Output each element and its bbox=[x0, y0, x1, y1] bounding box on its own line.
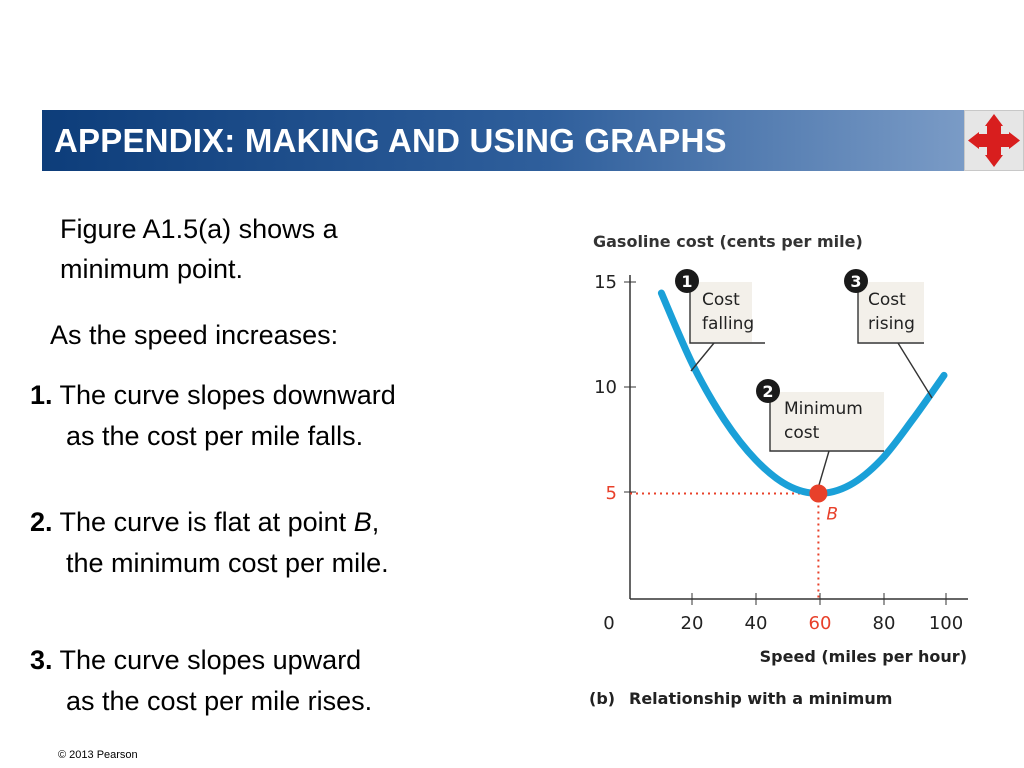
chart-caption-prefix: (b) bbox=[589, 689, 615, 708]
point-3-number: 3. bbox=[30, 645, 53, 675]
annotation-1-line-1: Cost bbox=[702, 290, 740, 310]
slide-title: APPENDIX: MAKING AND USING GRAPHS bbox=[54, 122, 727, 159]
annotation-3-leader bbox=[897, 342, 933, 399]
x-tick-label-80: 80 bbox=[873, 613, 896, 634]
point-3-text: The curve slopes upward bbox=[59, 645, 362, 675]
point-2-number: 2. bbox=[30, 507, 53, 537]
point-1-line-1: 1. The curve slopes downward bbox=[30, 375, 396, 415]
annotation-1-line-2: falling bbox=[702, 314, 754, 334]
y-tick-label-15: 15 bbox=[594, 272, 617, 293]
annotation-3-badge bbox=[844, 269, 868, 293]
annotation-2-box bbox=[770, 392, 884, 450]
annotation-3-frame bbox=[857, 282, 924, 344]
y-tick-label-10: 10 bbox=[594, 377, 617, 398]
lead-text: As the speed increases: bbox=[50, 320, 339, 350]
point-3-line-1: 3. The curve slopes upward bbox=[30, 640, 361, 680]
chart-caption: Relationship with a minimum bbox=[629, 689, 892, 708]
x-origin-label: 0 bbox=[603, 613, 614, 634]
x-tick-label-20: 20 bbox=[681, 613, 704, 634]
four-way-arrows-icon bbox=[968, 114, 1020, 167]
annotation-cost-falling: 1 Cost falling bbox=[675, 269, 765, 344]
title-bar: APPENDIX: MAKING AND USING GRAPHS bbox=[42, 110, 964, 171]
annotation-1-frame bbox=[689, 282, 765, 344]
annotation-2-frame bbox=[769, 392, 884, 452]
point-3-line-2: as the cost per mile rises. bbox=[66, 686, 373, 716]
cost-curve bbox=[657, 289, 948, 498]
intro-line-1: Figure A1.5(a) shows a bbox=[60, 214, 338, 244]
point-1-number: 1. bbox=[30, 380, 53, 410]
annotation-cost-rising: 3 Cost rising bbox=[844, 269, 924, 344]
x-tick-label-100: 100 bbox=[929, 613, 963, 634]
annotation-2-line-2: cost bbox=[784, 423, 820, 443]
annotation-1-leader bbox=[690, 342, 715, 372]
annotation-2-badge bbox=[756, 379, 780, 403]
minimum-point-b bbox=[809, 484, 828, 503]
annotation-minimum-cost: 2 Minimum cost bbox=[756, 379, 884, 452]
point-2-line-1: 2. The curve is flat at point B, bbox=[30, 502, 379, 542]
intro-line-2: minimum point. bbox=[60, 254, 244, 284]
annotation-3-box bbox=[858, 282, 924, 342]
annotation-2-number: 2 bbox=[762, 382, 773, 401]
annotation-3-line-2: rising bbox=[868, 314, 915, 334]
point-1-text: The curve slopes downward bbox=[59, 380, 396, 410]
annotation-1-number: 1 bbox=[681, 272, 692, 291]
annotation-1-box bbox=[690, 282, 752, 342]
minimum-cost-chart: Gasoline cost (cents per mile) 15 10 5 0… bbox=[589, 232, 968, 708]
annotation-3-number: 3 bbox=[850, 272, 861, 291]
x-tick-label-40: 40 bbox=[745, 613, 768, 634]
annotation-2-line-1: Minimum bbox=[784, 399, 863, 419]
point-b-label: B bbox=[826, 505, 838, 525]
x-axis-label: Speed (miles per hour) bbox=[760, 647, 967, 666]
point-2-text: The curve is flat at point B, bbox=[59, 507, 380, 537]
chart-title: Gasoline cost (cents per mile) bbox=[593, 232, 863, 251]
nav-button[interactable] bbox=[964, 110, 1024, 171]
annotation-2-leader bbox=[818, 450, 830, 486]
point-1-line-2: as the cost per mile falls. bbox=[66, 421, 364, 451]
annotation-1-badge bbox=[675, 269, 699, 293]
x-tick-label-60: 60 bbox=[809, 613, 832, 634]
copyright: © 2013 Pearson bbox=[58, 749, 138, 761]
point-2-line-2: the minimum cost per mile. bbox=[66, 548, 389, 578]
y-tick-label-5: 5 bbox=[606, 483, 617, 504]
annotation-3-line-1: Cost bbox=[868, 290, 906, 310]
